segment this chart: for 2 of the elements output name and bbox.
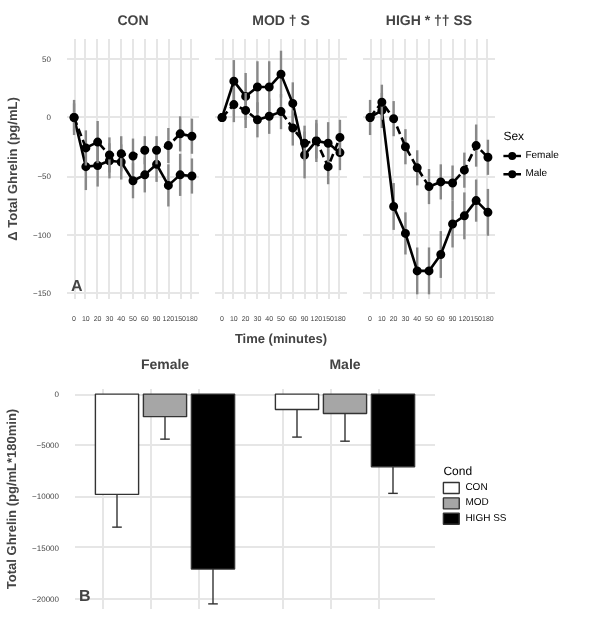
annotation: A bbox=[71, 277, 83, 295]
annotation: B bbox=[79, 587, 91, 605]
